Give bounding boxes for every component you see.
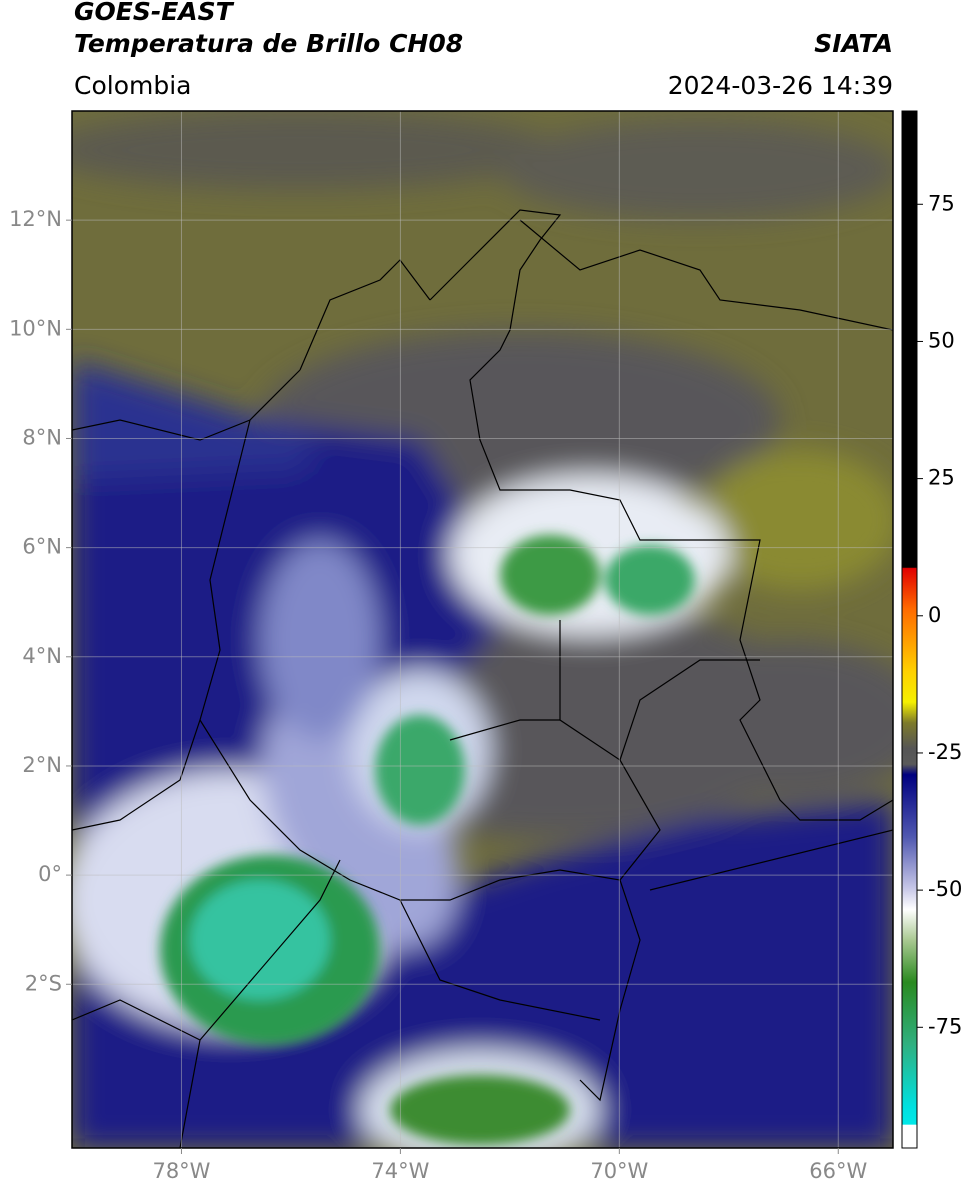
x-tick-label: 66°W <box>809 1159 867 1183</box>
product-title: Temperatura de Brillo CH08 <box>74 29 463 58</box>
colorbar-tick-label: 0 <box>928 603 941 627</box>
y-tick-label: 0° <box>38 862 62 886</box>
y-tick-label: 10°N <box>9 316 62 340</box>
colorbar-tick-label: -25 <box>928 740 962 764</box>
colorbar-tick-label: 25 <box>928 466 955 490</box>
x-tick-label: 74°W <box>371 1159 429 1183</box>
colorbar <box>901 110 918 1149</box>
x-tick-label: 78°W <box>152 1159 210 1183</box>
colorbar-tick-label: -75 <box>928 1014 962 1038</box>
agency: SIATA <box>814 29 893 58</box>
borders <box>72 209 893 1148</box>
x-tick-label: 70°W <box>590 1159 648 1183</box>
y-tick-label: 8°N <box>22 425 62 449</box>
source-title: GOES-EAST <box>74 0 235 26</box>
colorbar-tick-label: 75 <box>928 191 955 215</box>
grid <box>72 111 893 1148</box>
y-tick-label: 2°S <box>25 971 62 995</box>
region: Colombia <box>74 71 191 100</box>
y-tick-label: 12°N <box>9 207 62 231</box>
satellite-image <box>72 111 893 1148</box>
datetime: 2024-03-26 14:39 <box>668 71 893 100</box>
colorbar-tick-label: -50 <box>928 877 962 901</box>
y-tick-label: 6°N <box>22 535 62 559</box>
y-tick-label: 4°N <box>22 644 62 668</box>
colorbar-tick-label: 50 <box>928 328 955 352</box>
map-frame <box>71 110 894 1149</box>
y-tick-label: 2°N <box>22 753 62 777</box>
